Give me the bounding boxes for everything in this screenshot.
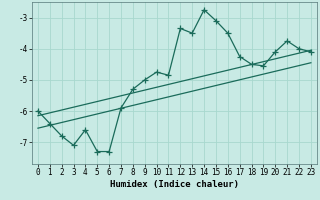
- X-axis label: Humidex (Indice chaleur): Humidex (Indice chaleur): [110, 180, 239, 189]
